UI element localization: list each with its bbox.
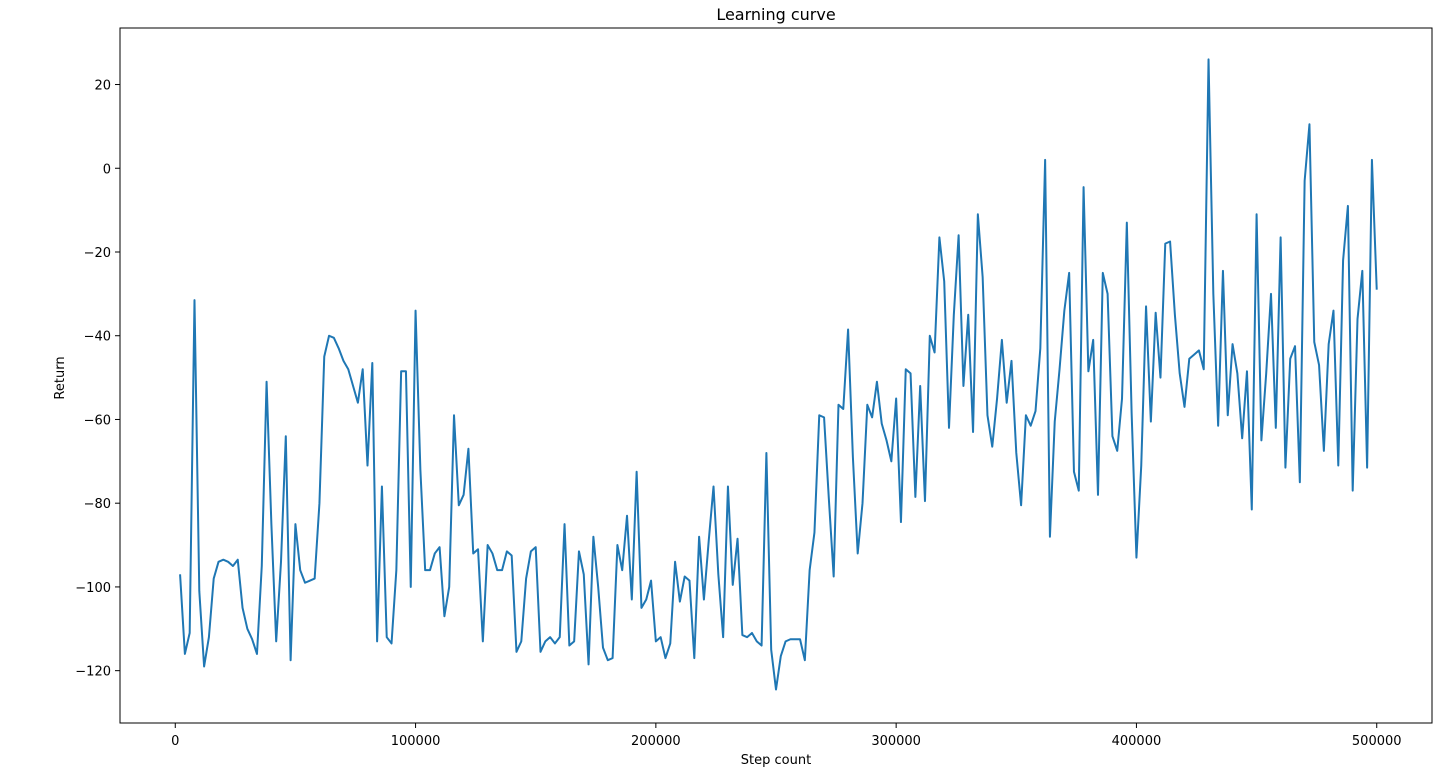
- plot-frame: [119, 27, 1433, 724]
- y-tick-label: −120: [75, 665, 111, 680]
- series-line: [179, 58, 1378, 691]
- x-tick-label: 500000: [1352, 734, 1402, 749]
- y-tick-label: −100: [75, 581, 111, 596]
- y-axis-label: Return: [53, 356, 68, 399]
- x-tick-label: 400000: [1112, 734, 1162, 749]
- x-tick-label: 300000: [871, 734, 921, 749]
- x-axis: 0 100000 200000 300000 400000 500000: [171, 723, 1402, 749]
- y-tick-label: 20: [94, 79, 111, 94]
- y-tick-label: 0: [103, 162, 111, 177]
- x-tick-label: 0: [171, 734, 179, 749]
- y-axis: −120 −100 −80 −60 −40 −20 0 20: [75, 79, 120, 680]
- plot-area: [179, 58, 1378, 691]
- y-tick-label: −40: [84, 330, 111, 345]
- y-tick-label: −60: [84, 413, 111, 428]
- y-tick-label: −20: [84, 246, 111, 261]
- chart-title: Learning curve: [716, 5, 835, 24]
- y-tick-label: −80: [84, 497, 111, 512]
- x-axis-label: Step count: [741, 753, 811, 768]
- x-tick-label: 100000: [391, 734, 441, 749]
- x-tick-label: 200000: [631, 734, 681, 749]
